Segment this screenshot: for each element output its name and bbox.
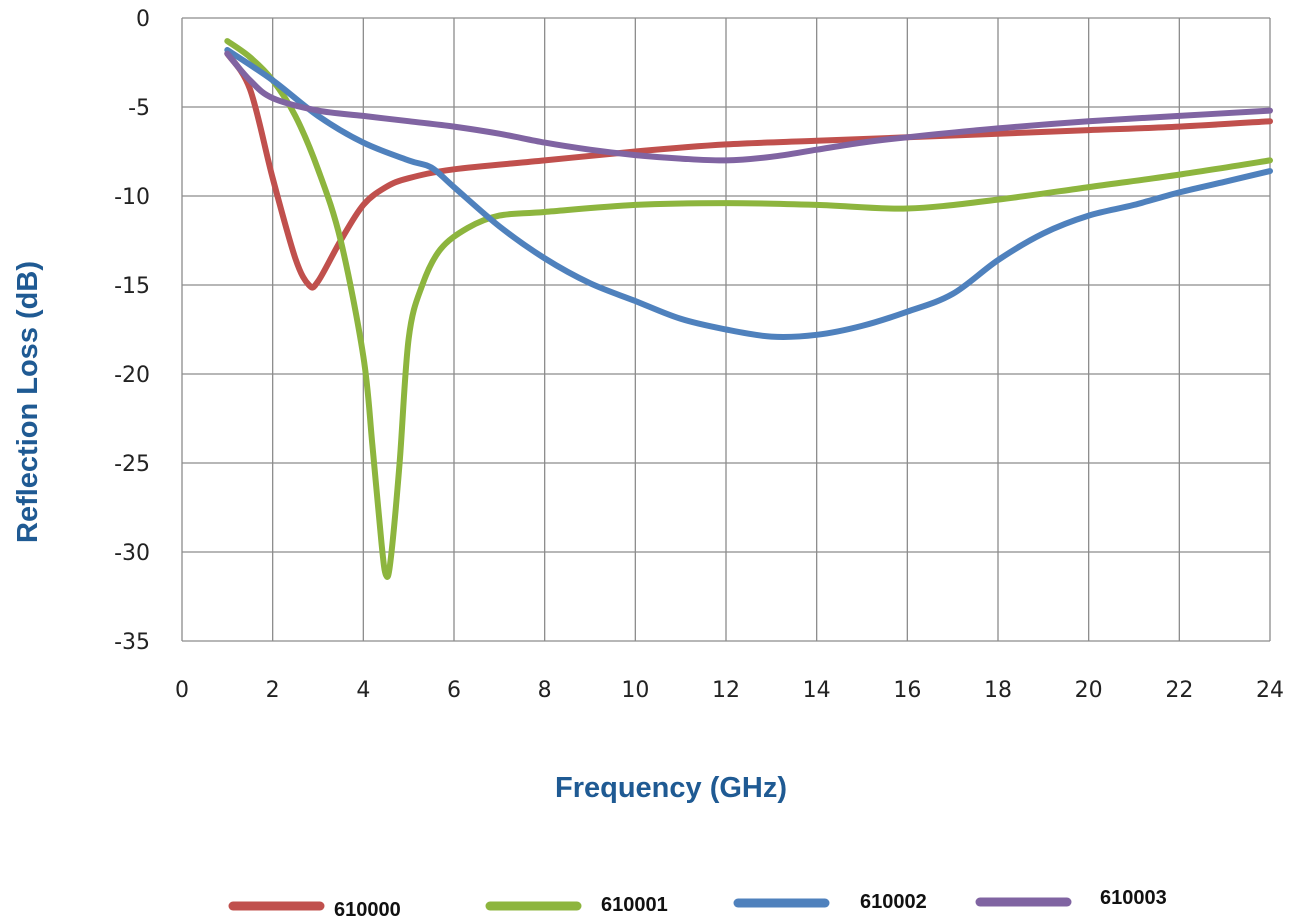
x-tick-label: 2: [266, 678, 280, 703]
y-tick-label: 0: [136, 7, 150, 32]
x-tick-label: 24: [1256, 678, 1284, 703]
x-axis-ticks: 0 2 4 6 8 10 12 14 16 18 20 22 24: [175, 678, 1284, 703]
series-line-610000: [224, 50, 1273, 291]
x-tick-label: 20: [1075, 678, 1103, 703]
legend-label-610002: 610002: [860, 891, 927, 913]
y-tick-label: -25: [114, 452, 150, 477]
series-line-610003: [224, 50, 1273, 164]
y-axis-title: Reflection Loss (dB): [12, 261, 44, 543]
series-line-610002: [224, 47, 1273, 340]
y-tick-label: -30: [114, 541, 150, 566]
y-tick-label: -10: [114, 185, 150, 210]
x-tick-label: 4: [356, 678, 370, 703]
y-tick-label: -15: [114, 274, 150, 299]
legend-label-610003: 610003: [1100, 887, 1167, 909]
legend: 610000 610001 610002 610003: [228, 887, 1167, 921]
series-line-610001: [224, 38, 1273, 580]
x-tick-label: 10: [621, 678, 649, 703]
y-axis-ticks: 0 -5 -10 -15 -20 -25 -30 -35: [114, 7, 150, 655]
x-tick-label: 6: [447, 678, 461, 703]
y-tick-label: -20: [114, 363, 150, 388]
series-lines: [224, 38, 1273, 580]
y-tick-label: -35: [114, 630, 150, 655]
x-axis-title: Frequency (GHz): [555, 772, 787, 804]
x-tick-label: 14: [803, 678, 831, 703]
legend-label-610000: 610000: [334, 899, 401, 921]
x-tick-label: 18: [984, 678, 1012, 703]
x-tick-label: 8: [538, 678, 552, 703]
y-tick-label: -5: [128, 96, 150, 121]
x-tick-label: 22: [1165, 678, 1193, 703]
x-tick-label: 12: [712, 678, 740, 703]
x-tick-label: 16: [893, 678, 921, 703]
x-tick-label: 0: [175, 678, 189, 703]
legend-label-610001: 610001: [601, 894, 668, 916]
